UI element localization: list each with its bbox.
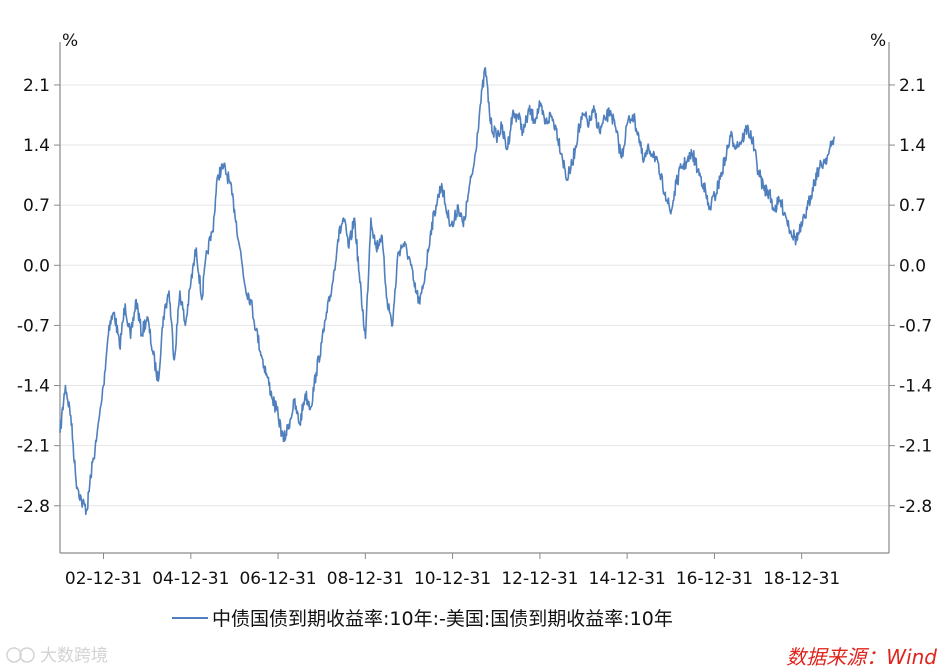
y-unit-right: % bbox=[870, 31, 886, 51]
y-tick-label-right: 0.7 bbox=[899, 196, 926, 216]
x-tick-label: 14-12-31 bbox=[589, 569, 666, 589]
y-tick-label-right: 0.0 bbox=[899, 256, 926, 276]
y-tick-label-right: -1.4 bbox=[899, 377, 932, 397]
y-tick-label-left: -2.8 bbox=[17, 497, 50, 517]
y-tick-label-left: -1.4 bbox=[17, 377, 50, 397]
series-layer bbox=[59, 67, 836, 516]
axis-ticks: 2.1 2.1 1.4 1.4 0.7 0.7 0.0 0.0 -0.7 -0.7 -1.4 -1.4… bbox=[17, 76, 932, 589]
y-tick-label-right: -0.7 bbox=[899, 316, 932, 336]
legend: 中债国债到期收益率:10年:-美国:国债到期收益率:10年 bbox=[172, 608, 673, 630]
x-tick-label: 10-12-31 bbox=[414, 569, 491, 589]
x-tick-label: 08-12-31 bbox=[327, 569, 404, 589]
x-tick-label: 06-12-31 bbox=[239, 569, 316, 589]
watermark-logo-icon-2 bbox=[19, 647, 35, 663]
y-tick-label-left: 0.0 bbox=[23, 256, 50, 276]
y-tick-label-left: 1.4 bbox=[23, 136, 50, 156]
source-note: 数据来源：Wind bbox=[786, 645, 937, 669]
y-tick-label-right: 2.1 bbox=[899, 76, 926, 96]
x-tick-label: 16-12-31 bbox=[676, 569, 753, 589]
y-tick-label-right: -2.1 bbox=[899, 437, 932, 457]
watermark-logo-icon bbox=[6, 647, 22, 663]
x-tick-label: 12-12-31 bbox=[501, 569, 578, 589]
y-tick-label-left: -0.7 bbox=[17, 316, 50, 336]
y-tick-label-left: -2.1 bbox=[17, 437, 50, 457]
watermark: 大数跨境 bbox=[6, 646, 108, 666]
y-unit-left: % bbox=[62, 31, 78, 51]
y-tick-label-left: 2.1 bbox=[23, 76, 50, 96]
x-tick-label: 18-12-31 bbox=[763, 569, 840, 589]
gridlines bbox=[60, 84, 889, 507]
legend-label: 中债国债到期收益率:10年:-美国:国债到期收益率:10年 bbox=[212, 608, 673, 630]
series-line bbox=[59, 67, 836, 516]
y-tick-label-right: -2.8 bbox=[899, 497, 932, 517]
x-tick-label: 04-12-31 bbox=[152, 569, 229, 589]
watermark-brand: 大数跨境 bbox=[40, 646, 108, 666]
y-tick-label-left: 0.7 bbox=[23, 196, 50, 216]
x-tick-label: 02-12-31 bbox=[65, 569, 142, 589]
y-tick-label-right: 1.4 bbox=[899, 136, 926, 156]
